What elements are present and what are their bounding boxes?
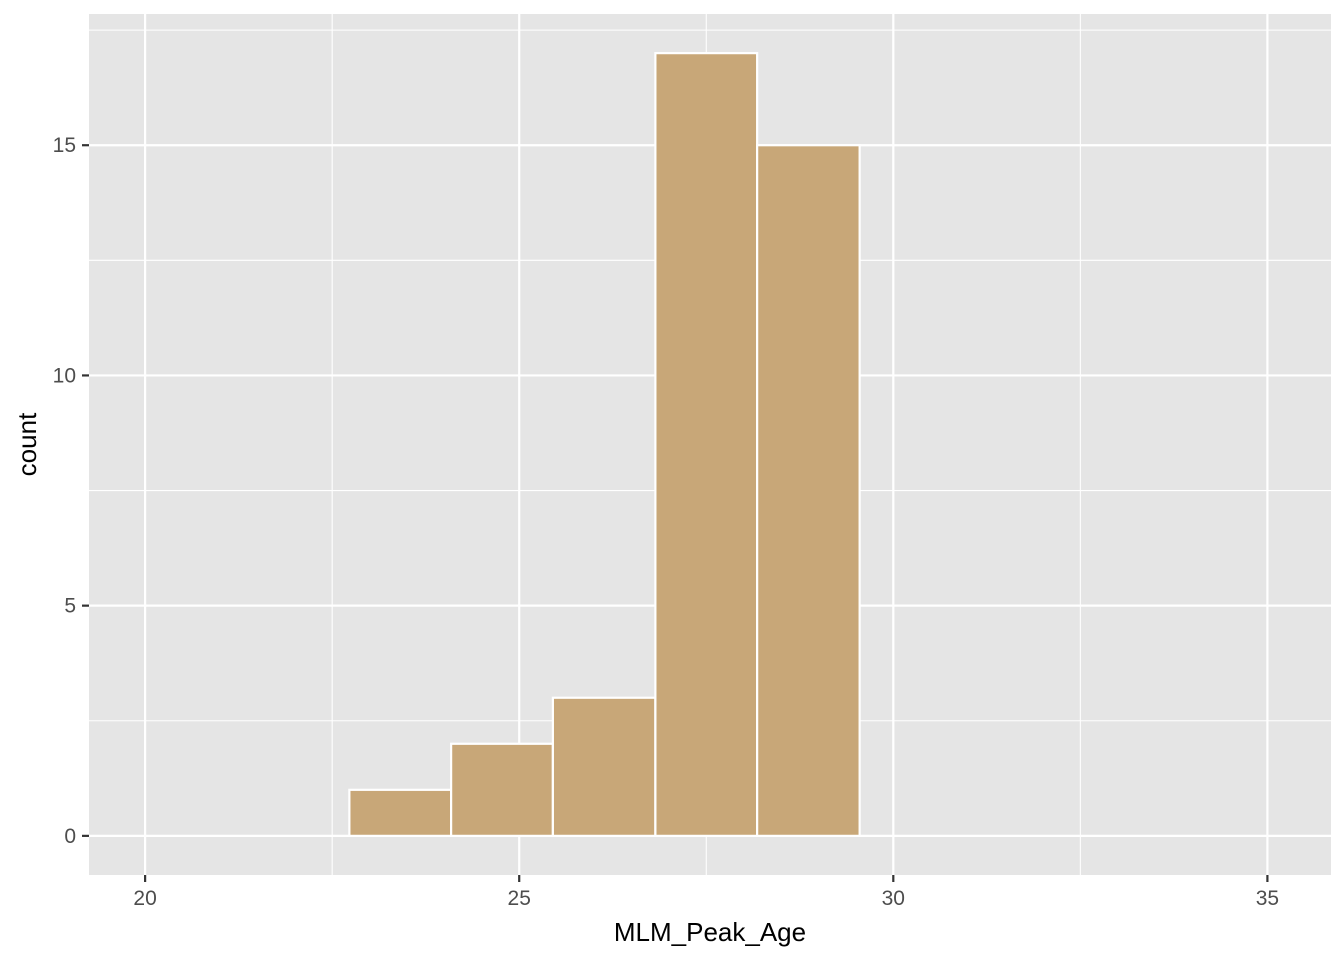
- x-axis: 20 25 30 35: [133, 875, 1279, 910]
- y-axis: 0 5 10 15: [53, 134, 89, 848]
- y-axis-title: count: [12, 412, 42, 476]
- histogram-bar: [756, 144, 861, 837]
- y-tick-label: 15: [53, 134, 76, 157]
- y-tick-label: 10: [53, 364, 76, 387]
- y-tick-label: 5: [64, 595, 76, 618]
- x-axis-title: MLM_Peak_Age: [614, 917, 806, 947]
- x-tick-label: 30: [882, 887, 905, 910]
- x-tick-label: 25: [508, 887, 531, 910]
- histogram-bar: [450, 742, 554, 837]
- x-tick-label: 35: [1256, 887, 1279, 910]
- histogram-bars: [348, 52, 861, 837]
- histogram-bar: [551, 696, 657, 837]
- y-tick-label: 0: [64, 825, 76, 848]
- histogram-bar: [348, 788, 453, 837]
- x-tick-label: 20: [133, 887, 156, 910]
- histogram-bar: [654, 52, 759, 837]
